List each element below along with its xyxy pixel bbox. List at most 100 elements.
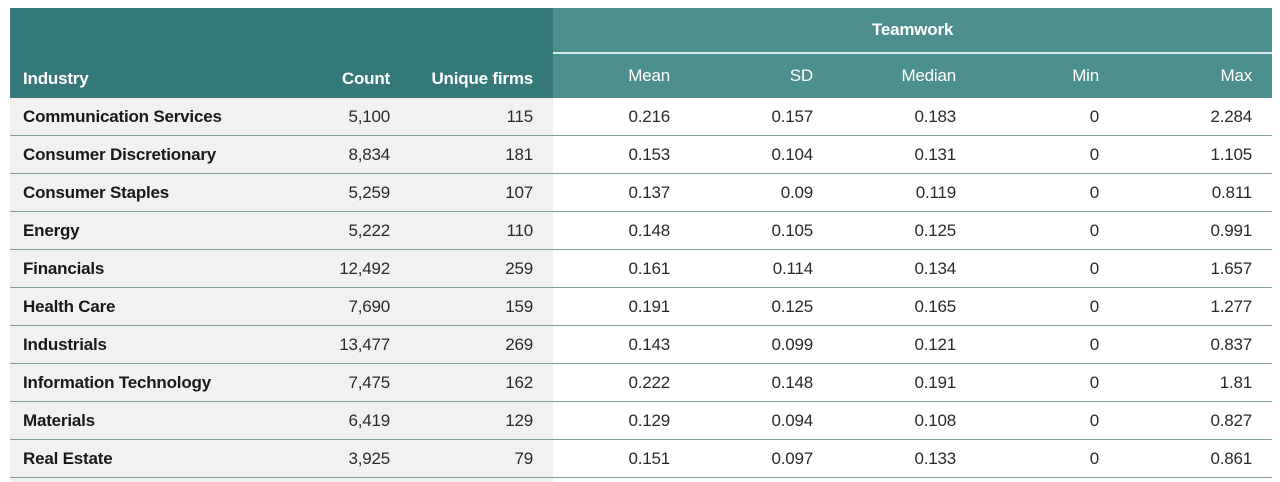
cell-median: 0.133 <box>833 439 976 478</box>
cell-sd: 0.098 <box>690 477 833 482</box>
cell-min: 0 <box>976 98 1119 136</box>
cell-count: 13,477 <box>300 325 410 364</box>
cell-unique-firms: 129 <box>410 401 553 440</box>
table-row: Real Estate 3,925 79 0.151 0.097 0.133 0 0.861 <box>10 439 1273 478</box>
cell-unique-firms: 162 <box>410 363 553 402</box>
cell-max: 0.827 <box>1119 401 1273 440</box>
table-header: Teamwork Industry Count Unique firms Mea… <box>10 8 1273 98</box>
group-header-teamwork: Teamwork <box>553 8 1273 54</box>
cell-count: 4,105 <box>300 477 410 482</box>
cell-min: 0 <box>976 401 1119 440</box>
cell-min: 0 <box>976 173 1119 212</box>
cell-sd: 0.094 <box>690 401 833 440</box>
cell-median: 0.131 <box>833 135 976 174</box>
cell-max: 1.277 <box>1119 287 1273 326</box>
cell-mean: 0.161 <box>553 249 690 288</box>
cell-median: 0.191 <box>833 363 976 402</box>
cell-max: 2.284 <box>1119 98 1273 136</box>
cell-mean: 0.151 <box>553 439 690 478</box>
cell-unique-firms: 107 <box>410 173 553 212</box>
col-header-industry: Industry <box>10 53 300 98</box>
cell-mean: 0.216 <box>553 98 690 136</box>
cell-max: 0.837 <box>1119 325 1273 364</box>
cell-unique-firms: 159 <box>410 287 553 326</box>
cell-sd: 0.114 <box>690 249 833 288</box>
col-header-count: Count <box>300 53 410 98</box>
cell-mean: 0.129 <box>553 401 690 440</box>
cell-count: 3,925 <box>300 439 410 478</box>
cell-min: 0 <box>976 439 1119 478</box>
cell-mean: 0.137 <box>553 173 690 212</box>
cell-sd: 0.097 <box>690 439 833 478</box>
cell-sd: 0.099 <box>690 325 833 364</box>
table-body: Communication Services 5,100 115 0.216 0.157… <box>10 98 1273 482</box>
cell-mean: 0.153 <box>553 135 690 174</box>
cell-min: 0 <box>976 211 1119 250</box>
cell-industry: Materials <box>10 401 300 440</box>
table-row: Industrials 13,477 269 0.143 0.099 0.121 0 0.83… <box>10 325 1273 364</box>
cell-median: 0.121 <box>833 325 976 364</box>
cell-median: 0.119 <box>833 173 976 212</box>
cell-median: 0.108 <box>833 401 976 440</box>
cell-industry: Health Care <box>10 287 300 326</box>
cell-count: 6,419 <box>300 401 410 440</box>
cell-industry: Energy <box>10 211 300 250</box>
cell-sd: 0.125 <box>690 287 833 326</box>
table-row: Financials 12,492 259 0.161 0.114 0.134 0 1.657 <box>10 249 1273 288</box>
cell-sd: 0.148 <box>690 363 833 402</box>
col-header-sd: SD <box>690 53 833 98</box>
cell-max: 0.991 <box>1119 211 1273 250</box>
cell-unique-firms: 79 <box>410 477 553 482</box>
cell-industry: Consumer Staples <box>10 173 300 212</box>
cell-median: 0.125 <box>833 211 976 250</box>
table-row: Health Care 7,690 159 0.191 0.125 0.165 0 1.277 <box>10 287 1273 326</box>
cell-sd: 0.157 <box>690 98 833 136</box>
cell-max: 1.657 <box>1119 249 1273 288</box>
col-header-median: Median <box>833 53 976 98</box>
col-header-min: Min <box>976 53 1119 98</box>
cell-unique-firms: 115 <box>410 98 553 136</box>
cell-industry: Real Estate <box>10 439 300 478</box>
col-header-unique-firms: Unique firms <box>410 53 553 98</box>
cell-industry: Consumer Discretionary <box>10 135 300 174</box>
cell-min: 0 <box>976 325 1119 364</box>
cell-unique-firms: 110 <box>410 211 553 250</box>
cell-count: 7,690 <box>300 287 410 326</box>
cell-max: 0.811 <box>1119 173 1273 212</box>
cell-max: 0.861 <box>1119 439 1273 478</box>
cell-unique-firms: 259 <box>410 249 553 288</box>
industry-teamwork-stats-table: Teamwork Industry Count Unique firms Mea… <box>10 8 1273 482</box>
table-row: Information Technology 7,475 162 0.222 0.148… <box>10 363 1273 402</box>
cell-min: 0 <box>976 249 1119 288</box>
cell-industry: Utilities <box>10 477 300 482</box>
col-header-mean: Mean <box>553 53 690 98</box>
cell-count: 5,259 <box>300 173 410 212</box>
cell-max: 1.314 <box>1119 477 1273 482</box>
column-header-row: Industry Count Unique firms Mean SD Medi… <box>10 53 1273 98</box>
table-row: Consumer Discretionary 8,834 181 0.153 0.104… <box>10 135 1273 174</box>
cell-min: 0 <box>976 287 1119 326</box>
cell-unique-firms: 181 <box>410 135 553 174</box>
cell-median: 0.15 <box>833 477 976 482</box>
cell-median: 0.165 <box>833 287 976 326</box>
cell-sd: 0.09 <box>690 173 833 212</box>
cell-count: 12,492 <box>300 249 410 288</box>
cell-median: 0.183 <box>833 98 976 136</box>
table-row: Communication Services 5,100 115 0.216 0.157… <box>10 98 1273 136</box>
cell-industry: Financials <box>10 249 300 288</box>
cell-mean: 0.148 <box>553 211 690 250</box>
cell-mean: 0.143 <box>553 325 690 364</box>
col-header-max: Max <box>1119 53 1273 98</box>
table-row: Materials 6,419 129 0.129 0.094 0.108 0 0.827 <box>10 401 1273 440</box>
cell-max: 1.81 <box>1119 363 1273 402</box>
table-row: Consumer Staples 5,259 107 0.137 0.09 0.119 0 0… <box>10 173 1273 212</box>
cell-min: 0 <box>976 363 1119 402</box>
cell-mean: 0.191 <box>553 287 690 326</box>
cell-unique-firms: 79 <box>410 439 553 478</box>
cell-max: 1.105 <box>1119 135 1273 174</box>
cell-min: 0 <box>976 135 1119 174</box>
cell-min: 0 <box>976 477 1119 482</box>
cell-sd: 0.105 <box>690 211 833 250</box>
cell-industry: Information Technology <box>10 363 300 402</box>
